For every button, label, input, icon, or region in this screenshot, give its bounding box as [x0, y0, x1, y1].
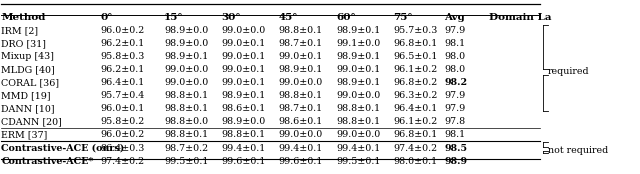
- Text: 98.8±0.1: 98.8±0.1: [278, 92, 323, 100]
- Text: 96.2±0.1: 96.2±0.1: [100, 65, 145, 74]
- Text: 98.8±0.1: 98.8±0.1: [164, 92, 208, 100]
- Text: 98.6±0.1: 98.6±0.1: [221, 104, 266, 113]
- Text: 98.9±0.1: 98.9±0.1: [336, 78, 380, 88]
- Text: 99.6±0.1: 99.6±0.1: [221, 157, 266, 165]
- Text: DRO [31]: DRO [31]: [1, 39, 46, 48]
- Text: 98.8±0.1: 98.8±0.1: [221, 130, 266, 140]
- Text: 99.6±0.1: 99.6±0.1: [278, 157, 323, 165]
- Text: 98.8±0.1: 98.8±0.1: [336, 117, 380, 126]
- Text: 99.0±0.0: 99.0±0.0: [336, 130, 380, 140]
- Text: 95.7±0.4: 95.7±0.4: [100, 92, 145, 100]
- Text: 98.2: 98.2: [444, 78, 467, 88]
- Text: 98.6±0.1: 98.6±0.1: [278, 117, 323, 126]
- Text: 96.8±0.2: 96.8±0.2: [394, 78, 438, 88]
- Text: 96.0±0.1: 96.0±0.1: [100, 104, 145, 113]
- Text: 99.5±0.1: 99.5±0.1: [164, 157, 208, 165]
- Text: 98.0±0.1: 98.0±0.1: [394, 157, 437, 165]
- Text: 96.2±0.1: 96.2±0.1: [100, 39, 145, 48]
- Text: 98.8±0.0: 98.8±0.0: [164, 117, 208, 126]
- Text: 99.0±0.0: 99.0±0.0: [336, 92, 380, 100]
- Text: 30°: 30°: [221, 13, 241, 22]
- Text: 96.4±0.1: 96.4±0.1: [100, 78, 145, 88]
- Text: 99.0±0.0: 99.0±0.0: [278, 78, 323, 88]
- Text: 96.4±0.3: 96.4±0.3: [100, 144, 145, 152]
- Text: 98.8±0.1: 98.8±0.1: [164, 104, 208, 113]
- Text: required: required: [548, 68, 589, 76]
- Text: 97.9: 97.9: [444, 104, 465, 113]
- Text: 96.8±0.1: 96.8±0.1: [394, 39, 438, 48]
- Text: 96.5±0.1: 96.5±0.1: [394, 52, 438, 61]
- Text: 98.7±0.1: 98.7±0.1: [278, 104, 323, 113]
- Text: DANN [10]: DANN [10]: [1, 104, 55, 113]
- Text: 15°: 15°: [164, 13, 184, 22]
- Text: 98.9±0.0: 98.9±0.0: [221, 117, 266, 126]
- Text: ERM [37]: ERM [37]: [1, 130, 48, 140]
- Text: 97.8: 97.8: [444, 117, 465, 126]
- Text: 98.9±0.1: 98.9±0.1: [278, 65, 323, 74]
- Text: Contrastive-ACE (ours): Contrastive-ACE (ours): [1, 144, 125, 152]
- Text: 98.0: 98.0: [444, 52, 465, 61]
- Text: not required: not required: [548, 145, 609, 155]
- Text: 97.9: 97.9: [444, 92, 465, 100]
- Text: 98.9±0.0: 98.9±0.0: [164, 39, 208, 48]
- Text: 99.4±0.1: 99.4±0.1: [221, 144, 266, 152]
- Text: 99.0±0.0: 99.0±0.0: [221, 26, 266, 35]
- Text: 99.0±0.1: 99.0±0.1: [221, 39, 266, 48]
- Text: 97.9: 97.9: [444, 26, 465, 35]
- Text: 96.0±0.2: 96.0±0.2: [100, 130, 145, 140]
- Text: MMD [19]: MMD [19]: [1, 92, 51, 100]
- Text: 98.1: 98.1: [444, 39, 465, 48]
- Text: 98.9±0.1: 98.9±0.1: [336, 52, 380, 61]
- Text: 99.4±0.1: 99.4±0.1: [278, 144, 323, 152]
- Text: 95.7±0.3: 95.7±0.3: [394, 26, 438, 35]
- Text: 96.4±0.1: 96.4±0.1: [394, 104, 438, 113]
- Text: 99.0±0.1: 99.0±0.1: [221, 65, 266, 74]
- Text: 98.1: 98.1: [444, 130, 465, 140]
- Text: 97.4±0.2: 97.4±0.2: [394, 144, 437, 152]
- Text: 98.5: 98.5: [444, 144, 467, 152]
- Text: 98.0: 98.0: [444, 65, 465, 74]
- Text: Domain La: Domain La: [489, 13, 552, 22]
- Text: 99.0±0.1: 99.0±0.1: [336, 65, 380, 74]
- Text: 99.0±0.1: 99.0±0.1: [221, 52, 266, 61]
- Text: 98.7±0.1: 98.7±0.1: [278, 39, 323, 48]
- Text: IRM [2]: IRM [2]: [1, 26, 38, 35]
- Text: 98.9: 98.9: [444, 157, 467, 165]
- Text: CDANN [20]: CDANN [20]: [1, 117, 62, 126]
- Text: MLDG [40]: MLDG [40]: [1, 65, 55, 74]
- Text: 98.8±0.1: 98.8±0.1: [164, 130, 208, 140]
- Text: 0°: 0°: [100, 13, 113, 22]
- Text: Mixup [43]: Mixup [43]: [1, 52, 54, 61]
- Text: 96.1±0.2: 96.1±0.2: [394, 117, 438, 126]
- Text: 96.8±0.1: 96.8±0.1: [394, 130, 438, 140]
- Text: 98.9±0.0: 98.9±0.0: [164, 26, 208, 35]
- Text: 98.8±0.1: 98.8±0.1: [278, 26, 323, 35]
- Text: 98.7±0.2: 98.7±0.2: [164, 144, 208, 152]
- Text: 97.4±0.2: 97.4±0.2: [100, 157, 144, 165]
- Text: 99.4±0.1: 99.4±0.1: [336, 144, 380, 152]
- Text: CORAL [36]: CORAL [36]: [1, 78, 60, 88]
- Text: 99.0±0.1: 99.0±0.1: [278, 52, 323, 61]
- Text: 99.0±0.0: 99.0±0.0: [164, 65, 208, 74]
- Text: 99.1±0.0: 99.1±0.0: [336, 39, 380, 48]
- Text: 60°: 60°: [336, 13, 356, 22]
- Text: 98.8±0.1: 98.8±0.1: [336, 104, 380, 113]
- Text: 99.0±0.0: 99.0±0.0: [164, 78, 208, 88]
- Text: 95.8±0.2: 95.8±0.2: [100, 117, 145, 126]
- Text: 96.1±0.2: 96.1±0.2: [394, 65, 438, 74]
- Text: Method: Method: [1, 13, 46, 22]
- Text: 98.9±0.1: 98.9±0.1: [336, 26, 380, 35]
- Text: 98.9±0.1: 98.9±0.1: [221, 92, 266, 100]
- Text: 96.0±0.2: 96.0±0.2: [100, 26, 145, 35]
- Text: Contrastive-ACE*: Contrastive-ACE*: [1, 157, 94, 165]
- Text: 45°: 45°: [278, 13, 298, 22]
- Text: 95.8±0.3: 95.8±0.3: [100, 52, 145, 61]
- Text: 96.3±0.2: 96.3±0.2: [394, 92, 438, 100]
- Text: Avg: Avg: [444, 13, 465, 22]
- Text: 99.5±0.1: 99.5±0.1: [336, 157, 380, 165]
- Text: 99.0±0.0: 99.0±0.0: [278, 130, 323, 140]
- Text: 75°: 75°: [394, 13, 413, 22]
- Text: 99.0±0.1: 99.0±0.1: [221, 78, 266, 88]
- Text: 98.9±0.1: 98.9±0.1: [164, 52, 208, 61]
